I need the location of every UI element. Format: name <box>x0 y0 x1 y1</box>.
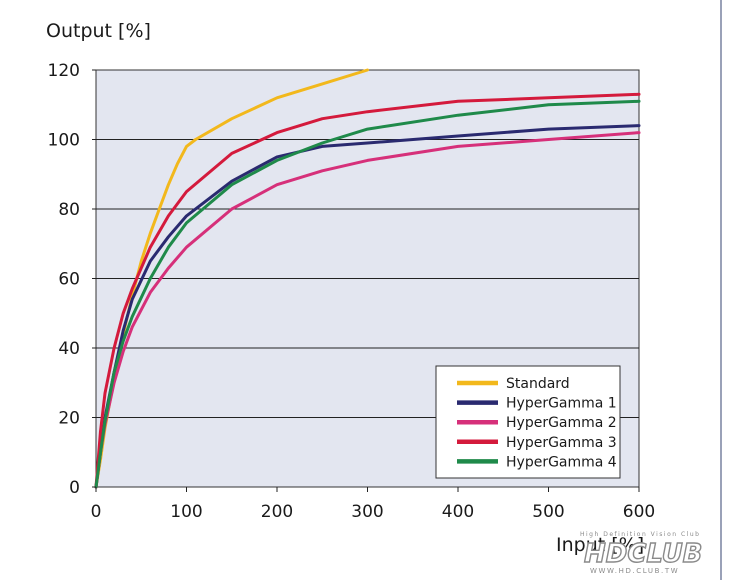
x-tick-label: 300 <box>351 502 383 522</box>
y-axis: 0 20 40 60 80 100 120 <box>48 61 96 498</box>
y-tick-label: 20 <box>58 409 80 429</box>
y-axis-title: Output [%] <box>46 20 151 42</box>
series-line <box>94 92 641 489</box>
y-tick-label: 0 <box>69 478 80 498</box>
x-axis-title: Input [%] <box>556 534 644 556</box>
x-tick-label: 600 <box>623 502 655 522</box>
x-tick-label: 400 <box>442 502 474 522</box>
legend: Standard HyperGamma 1 HyperGamma 2 HyperGam… <box>435 365 621 479</box>
y-tick-label: 60 <box>58 270 80 290</box>
legend-label: HyperGamma 4 <box>506 454 617 470</box>
legend-label: HyperGamma 2 <box>506 415 617 431</box>
y-tick-label: 120 <box>48 61 80 81</box>
x-tick-label: 100 <box>170 502 202 522</box>
x-axis: 0 100 200 300 400 500 600 <box>91 487 655 522</box>
watermark-logo: High Definition Vision Club HDCLUB WWW.H… <box>580 531 703 575</box>
y-tick-label: 100 <box>48 131 80 151</box>
series-line <box>94 99 641 489</box>
right-border <box>718 0 731 580</box>
legend-label: Standard <box>506 376 570 392</box>
legend-label: HyperGamma 3 <box>506 435 617 451</box>
series-lines <box>94 68 641 489</box>
y-tick-label: 80 <box>58 200 80 220</box>
x-tick-label: 500 <box>532 502 564 522</box>
x-tick-label: 0 <box>91 502 102 522</box>
watermark-logo-text: HDCLUB <box>584 539 703 569</box>
y-tick-label: 40 <box>58 339 80 359</box>
x-tick-label: 200 <box>261 502 293 522</box>
legend-label: HyperGamma 1 <box>506 396 617 412</box>
watermark-tagline: High Definition Vision Club <box>580 531 700 538</box>
watermark-url: WWW.HD.CLUB.TW <box>590 567 679 575</box>
